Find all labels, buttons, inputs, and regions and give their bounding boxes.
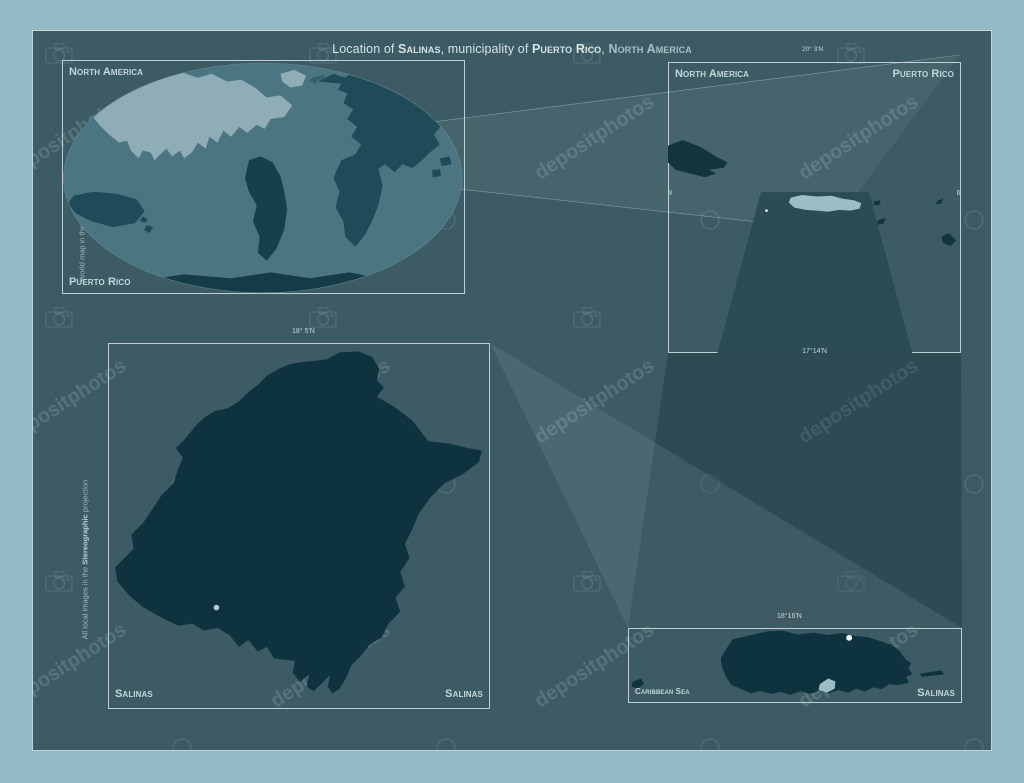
svg-text:depositphotos: depositphotos — [531, 355, 659, 448]
svg-text:depositphotos: depositphotos — [531, 91, 659, 184]
svg-text:depositphotos: depositphotos — [795, 355, 923, 448]
